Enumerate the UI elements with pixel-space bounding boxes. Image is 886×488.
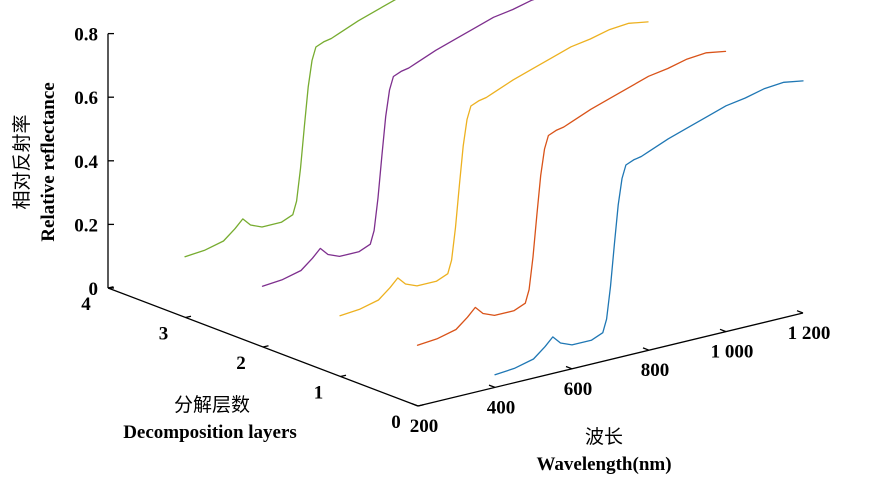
z-axis-label: 相对反射率 Relative reflectance (11, 82, 59, 241)
series-line-layer-0 (494, 80, 804, 376)
y-axis-label-cn: 分解层数 (174, 394, 250, 416)
z-tick-label: 0.4 (74, 152, 98, 173)
x-tick-label: 600 (564, 379, 593, 400)
y-tick-label: 1 (314, 383, 324, 404)
chart-axes (107, 32, 804, 407)
y-tick-mark (262, 345, 269, 348)
z-axis-label-en: Relative reflectance (38, 82, 59, 241)
z-tick-label: 0 (89, 279, 99, 300)
x-tick-label: 1 000 (711, 342, 754, 363)
x-tick-label: 200 (410, 416, 439, 437)
y-tick-mark (417, 404, 424, 407)
y-tick-mark (185, 315, 192, 319)
series-layer (184, 0, 804, 376)
x-tick-mark (488, 384, 496, 389)
series-line-layer-3 (261, 0, 535, 287)
series-line-layer-1 (416, 50, 727, 346)
x-axis-label-en: Wavelength(nm) (536, 454, 671, 475)
y-tick-label: 3 (159, 324, 169, 345)
x-axis-line (417, 312, 804, 407)
series-line-layer-4 (184, 0, 397, 258)
z-tick-label: 0.8 (74, 25, 98, 46)
y-tick-mark (340, 374, 347, 378)
x-axis-label: 波长 Wavelength(nm) (536, 426, 671, 475)
x-tick-mark (719, 328, 727, 333)
x-tick-label: 1 200 (788, 323, 831, 344)
x-axis-label-cn: 波长 (585, 426, 623, 448)
x-tick-mark (796, 310, 804, 314)
y-axis-label: 分解层数 Decomposition layers (123, 394, 297, 443)
y-tick-label: 0 (391, 412, 401, 433)
x-tick-label: 800 (641, 360, 670, 381)
y-axis-label-en: Decomposition layers (123, 422, 297, 443)
z-axis-label-cn: 相对反射率 (11, 114, 33, 209)
series-line-layer-2 (339, 21, 649, 317)
y-tick-label: 4 (81, 294, 91, 315)
y-tick-label: 2 (236, 353, 246, 374)
z-tick-label: 0.6 (74, 88, 98, 109)
x-tick-mark (411, 403, 419, 407)
x-tick-mark (565, 365, 573, 370)
x-tick-mark (642, 347, 650, 351)
x-tick-label: 400 (487, 397, 516, 418)
z-tick-label: 0.2 (74, 215, 98, 236)
